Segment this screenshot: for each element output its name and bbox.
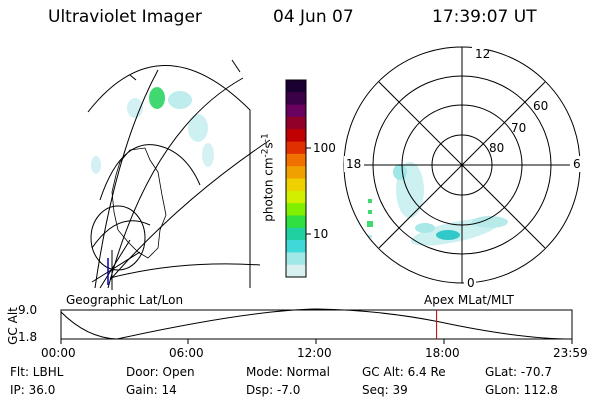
colorbar-segment	[286, 264, 306, 278]
y-tick-9: 9.0	[18, 303, 38, 317]
colorbar-segment	[286, 227, 306, 241]
colorbar-tick-100: 100	[313, 141, 336, 155]
lat-label-60: 60	[533, 99, 549, 113]
colorbar-segment	[286, 92, 306, 106]
seq-status: Seq: 39	[362, 383, 408, 397]
colorbar-segment	[286, 190, 306, 204]
aurora-emission	[149, 87, 165, 109]
aurora-emission	[127, 98, 143, 118]
mlt-label-0: 0	[467, 276, 475, 290]
mlt-label-12: 12	[475, 47, 491, 61]
glon-status: GLon: 112.8	[485, 383, 558, 397]
aurora-emission	[188, 114, 208, 142]
x-tick-1200: 12:00	[297, 346, 332, 360]
colorbar-segment	[286, 240, 306, 253]
observation-time: 17:39:07 UT	[432, 7, 537, 27]
app-title: Ultraviolet Imager	[48, 7, 202, 27]
aurora-emission	[436, 230, 460, 240]
grid-line	[231, 59, 241, 73]
colorbar-segment	[286, 166, 306, 180]
mlt-label-6: 6	[573, 157, 581, 171]
ip-status: IP: 36.0	[10, 383, 56, 397]
aurora-emission	[168, 91, 192, 109]
grid-line	[109, 139, 271, 281]
dsp-status: Dsp: -7.0	[246, 383, 301, 397]
aurora-emission	[368, 235, 372, 238]
latitude-circle	[90, 205, 146, 271]
colorbar-segment	[286, 104, 306, 118]
aurora-emission	[367, 221, 373, 227]
mode-status: Mode: Normal	[246, 365, 330, 379]
grid-line	[91, 239, 141, 290]
grid-line	[94, 69, 159, 289]
apex-title: Apex MLat/MLT	[424, 293, 514, 307]
colorbar-segment	[286, 129, 306, 143]
coastline	[111, 147, 167, 259]
aurora-emission	[368, 199, 372, 203]
colorbar-tick-10: 10	[313, 227, 329, 241]
gc-alt-status: GC Alt: 6.4 Re	[362, 365, 446, 379]
altitude-curve	[60, 308, 573, 340]
mlt-meridian	[378, 81, 546, 249]
field-of-view-boundary	[87, 65, 251, 288]
lat-label-80: 80	[489, 141, 505, 155]
filter-status: Flt: LBHL	[10, 365, 64, 379]
grid-line	[109, 263, 261, 279]
x-tick-0000: 00:00	[41, 346, 76, 360]
colorbar-segment	[286, 178, 306, 192]
aurora-emission	[415, 223, 435, 233]
aurora-emission	[393, 164, 407, 180]
colorbar-segment	[286, 141, 306, 155]
colorbar-segment	[286, 203, 306, 217]
aurora-emission	[202, 143, 214, 167]
colorbar-segment	[286, 116, 306, 130]
grid-line	[91, 220, 151, 249]
aurora-emission	[91, 156, 101, 174]
colorbar-segment	[286, 252, 306, 266]
grid-line	[107, 77, 244, 289]
x-tick-2359: 23:59	[553, 346, 588, 360]
colorbar-segment	[286, 215, 306, 229]
lat-label-70: 70	[511, 121, 527, 135]
grid-line	[129, 74, 137, 81]
gain-status: Gain: 14	[126, 383, 177, 397]
observation-date: 04 Jun 07	[273, 7, 354, 27]
grid-line	[99, 144, 201, 201]
door-status: Door: Open	[126, 365, 195, 379]
x-tick-0600: 06:00	[169, 346, 204, 360]
aurora-emission	[368, 210, 372, 214]
glat-status: GLat: -70.7	[485, 365, 552, 379]
geographic-title: Geographic Lat/Lon	[66, 293, 184, 307]
aurora-emission	[472, 216, 508, 228]
colorbar-segment	[286, 153, 306, 167]
mlt-label-18: 18	[346, 157, 362, 171]
x-tick-1800: 18:00	[425, 346, 460, 360]
y-tick-1-8: 1.8	[18, 330, 38, 344]
colorbar-segment	[286, 80, 306, 93]
